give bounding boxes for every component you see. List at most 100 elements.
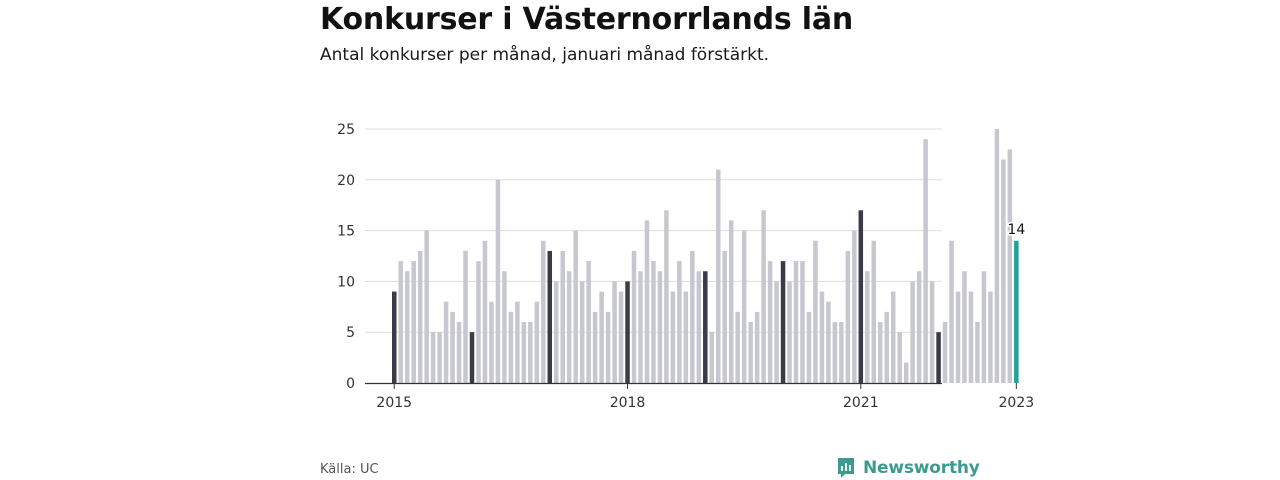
- bar: [949, 240, 954, 383]
- bar: [936, 332, 941, 383]
- bar: [903, 362, 909, 383]
- bar: [541, 240, 546, 383]
- bar: [813, 240, 818, 383]
- bar: [424, 230, 429, 383]
- bar: [910, 281, 915, 383]
- bar: [579, 281, 585, 383]
- bar: [670, 291, 676, 383]
- bar: [975, 322, 980, 383]
- bar: [495, 179, 501, 383]
- bar: [573, 230, 578, 383]
- x-tick-label: 2018: [610, 395, 646, 411]
- bar: [923, 139, 928, 383]
- bar: [826, 301, 831, 383]
- bar: [664, 210, 669, 383]
- bar: [703, 271, 708, 383]
- bar: [690, 250, 695, 383]
- bar: [599, 291, 604, 383]
- bar: [631, 250, 637, 383]
- chart-title: Konkurser i Västernorrlands län: [320, 2, 854, 37]
- bar: [469, 332, 475, 383]
- bar: [988, 291, 993, 383]
- bar: [443, 301, 449, 383]
- y-tick-label: 10: [337, 274, 355, 290]
- last-value-label: 14: [1007, 222, 1025, 238]
- bar: [929, 281, 935, 383]
- bar: [398, 261, 403, 383]
- bar: [430, 332, 436, 383]
- bar: [592, 311, 598, 383]
- bar: [657, 271, 663, 383]
- bar: [916, 271, 922, 383]
- bar: [1014, 240, 1019, 383]
- bar: [404, 271, 410, 383]
- bar: [502, 271, 507, 383]
- bar: [683, 291, 689, 383]
- x-tick-label: 2021: [843, 395, 879, 411]
- bar: [489, 301, 494, 383]
- bar: [761, 210, 766, 383]
- bar: [476, 261, 481, 383]
- bar: [839, 322, 844, 383]
- bar-chart: 0 5 10 15 20 25 2015 2018 2021 2023 14: [337, 122, 1035, 411]
- y-tick-label: 25: [337, 122, 355, 138]
- bar: [754, 311, 760, 383]
- bar: [651, 261, 656, 383]
- bar: [962, 271, 967, 383]
- bar: [871, 240, 877, 383]
- bar: [865, 271, 870, 383]
- bar: [508, 311, 514, 383]
- brand-name: Newsworthy: [863, 458, 980, 478]
- bar: [515, 301, 520, 383]
- bar: [890, 291, 896, 383]
- bar: [456, 322, 462, 383]
- bar: [878, 322, 883, 383]
- bar: [612, 281, 617, 383]
- bar: [618, 291, 624, 383]
- bar: [528, 322, 533, 383]
- bar: [942, 322, 948, 383]
- bar: [644, 220, 650, 383]
- bar: [741, 230, 747, 383]
- bar: [981, 271, 987, 383]
- bar: [566, 271, 572, 383]
- bar: [793, 261, 799, 383]
- bar: [832, 322, 838, 383]
- y-axis-ticks: 0 5 10 15 20 25: [337, 122, 355, 392]
- bar: [748, 322, 753, 383]
- bar: [554, 281, 559, 383]
- bar: [774, 281, 779, 383]
- bar: [968, 291, 974, 383]
- bar: [534, 301, 540, 383]
- bar: [852, 230, 857, 383]
- bar: [638, 271, 643, 383]
- bar: [994, 129, 1000, 383]
- brand-logo: Newsworthy: [836, 456, 980, 480]
- bar: [819, 291, 825, 383]
- bar: [767, 261, 773, 383]
- bar: [547, 250, 553, 383]
- bar: [1007, 149, 1013, 383]
- y-tick-label: 20: [337, 173, 355, 189]
- x-tick-label: 2015: [376, 395, 412, 411]
- bar: [482, 240, 488, 383]
- x-tick-label: 2023: [999, 395, 1035, 411]
- source-note: Källa: UC: [320, 462, 379, 477]
- bar: [709, 332, 715, 383]
- bar: [437, 332, 442, 383]
- bar: [858, 210, 864, 383]
- annotations: 14: [1006, 220, 1027, 239]
- bar: [728, 220, 734, 383]
- bar: [955, 291, 961, 383]
- bar: [463, 250, 468, 383]
- bar: [735, 311, 740, 383]
- bar: [417, 250, 423, 383]
- newsworthy-logo-icon: [838, 458, 854, 478]
- bar: [560, 250, 565, 383]
- bar: [521, 322, 527, 383]
- bar: [411, 261, 416, 383]
- bar: [800, 261, 805, 383]
- bar: [677, 261, 682, 383]
- bar: [605, 311, 611, 383]
- bar: [696, 271, 702, 383]
